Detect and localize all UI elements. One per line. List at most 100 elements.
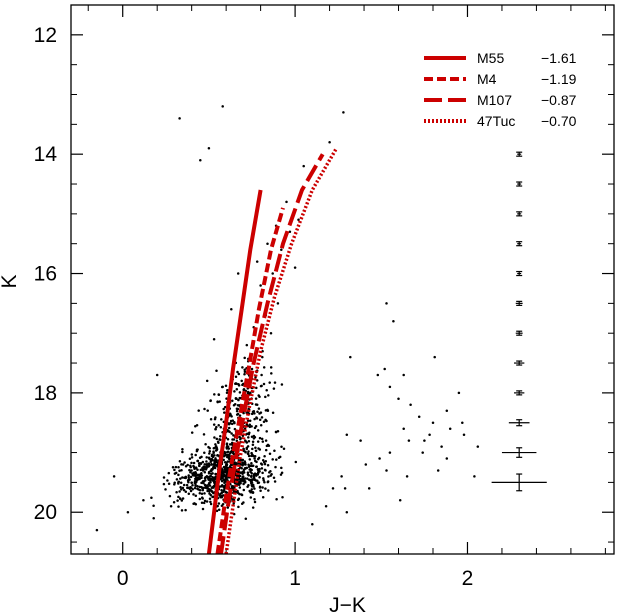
star-point: [244, 517, 248, 520]
star-point: [181, 463, 185, 466]
star-point: [272, 476, 276, 479]
star-point: [256, 467, 260, 471]
star-point: [237, 483, 241, 486]
star-point: [255, 386, 258, 390]
star-point: [268, 452, 272, 455]
star-point: [178, 460, 182, 463]
star-point: [251, 440, 255, 443]
star-point: [211, 478, 214, 481]
star-point: [202, 467, 206, 470]
star-point: [254, 479, 258, 482]
star-point: [302, 164, 305, 168]
star-point: [246, 419, 250, 423]
star-point: [269, 474, 272, 477]
star-point: [220, 471, 223, 474]
star-point: [208, 478, 211, 482]
star-point: [266, 463, 270, 467]
star-point: [184, 490, 188, 493]
star-point: [207, 146, 211, 150]
star-point: [251, 454, 255, 458]
star-point: [261, 355, 264, 359]
star-point: [343, 487, 347, 490]
star-point: [250, 425, 253, 428]
legend-label: M107: [477, 92, 512, 108]
star-point: [239, 471, 242, 475]
star-point: [250, 367, 254, 371]
legend-metallicity: −1.19: [541, 71, 577, 87]
fiducial-47tuc: [224, 147, 339, 554]
star-point: [224, 384, 228, 387]
star-point: [266, 480, 270, 484]
star-point: [233, 390, 236, 393]
star-point: [171, 465, 175, 469]
star-point: [440, 445, 443, 448]
legend-metallicity: −0.70: [541, 113, 577, 129]
star-point: [254, 449, 258, 453]
star-point: [271, 272, 274, 275]
star-point: [340, 475, 343, 478]
star-point: [409, 403, 412, 407]
star-point: [187, 476, 190, 479]
star-point: [230, 308, 233, 311]
star-point: [206, 409, 209, 412]
star-point: [216, 454, 219, 457]
star-point: [324, 505, 328, 508]
star-point: [271, 458, 274, 461]
star-point: [243, 427, 247, 430]
star-point: [215, 369, 218, 372]
star-point: [222, 471, 226, 474]
star-point: [186, 463, 189, 467]
star-point: [194, 470, 197, 474]
star-point: [462, 433, 466, 436]
star-point: [285, 200, 288, 204]
star-point: [250, 474, 253, 478]
star-point: [224, 490, 228, 494]
star-point: [264, 448, 268, 452]
star-point: [235, 407, 239, 411]
star-point: [253, 500, 257, 504]
star-point: [176, 499, 179, 502]
star-point: [190, 431, 194, 434]
star-point: [208, 457, 211, 461]
star-point: [255, 260, 259, 263]
star-point: [417, 415, 421, 418]
star-point: [261, 458, 265, 462]
star-point: [253, 412, 256, 415]
star-point: [445, 457, 449, 460]
star-point: [222, 489, 226, 492]
star-point: [261, 440, 265, 443]
star-point: [242, 488, 246, 492]
star-point: [250, 435, 254, 439]
star-point: [457, 391, 461, 395]
star-point: [263, 480, 266, 484]
star-point: [215, 425, 218, 429]
star-point: [220, 479, 224, 483]
star-point: [385, 469, 388, 472]
legend-label: M55: [477, 50, 504, 66]
star-point: [267, 475, 270, 478]
star-point: [274, 465, 277, 469]
star-point: [212, 447, 216, 450]
star-point: [223, 466, 227, 470]
plot-frame: [70, 4, 615, 555]
star-point: [222, 473, 226, 476]
star-point: [247, 474, 251, 477]
star-point: [195, 449, 199, 453]
star-point: [235, 388, 239, 391]
star-point: [200, 501, 204, 505]
star-point: [197, 473, 201, 477]
star-point: [181, 476, 184, 479]
star-point: [402, 373, 405, 377]
star-point: [385, 302, 388, 305]
star-point: [249, 470, 252, 473]
star-point: [212, 423, 216, 426]
star-point: [230, 422, 234, 426]
star-point: [175, 491, 178, 494]
star-point: [162, 476, 166, 479]
star-point: [359, 439, 362, 442]
star-point: [267, 489, 270, 492]
star-point: [213, 466, 217, 470]
star-point: [228, 443, 232, 446]
star-point: [252, 474, 256, 477]
star-point: [254, 397, 258, 400]
